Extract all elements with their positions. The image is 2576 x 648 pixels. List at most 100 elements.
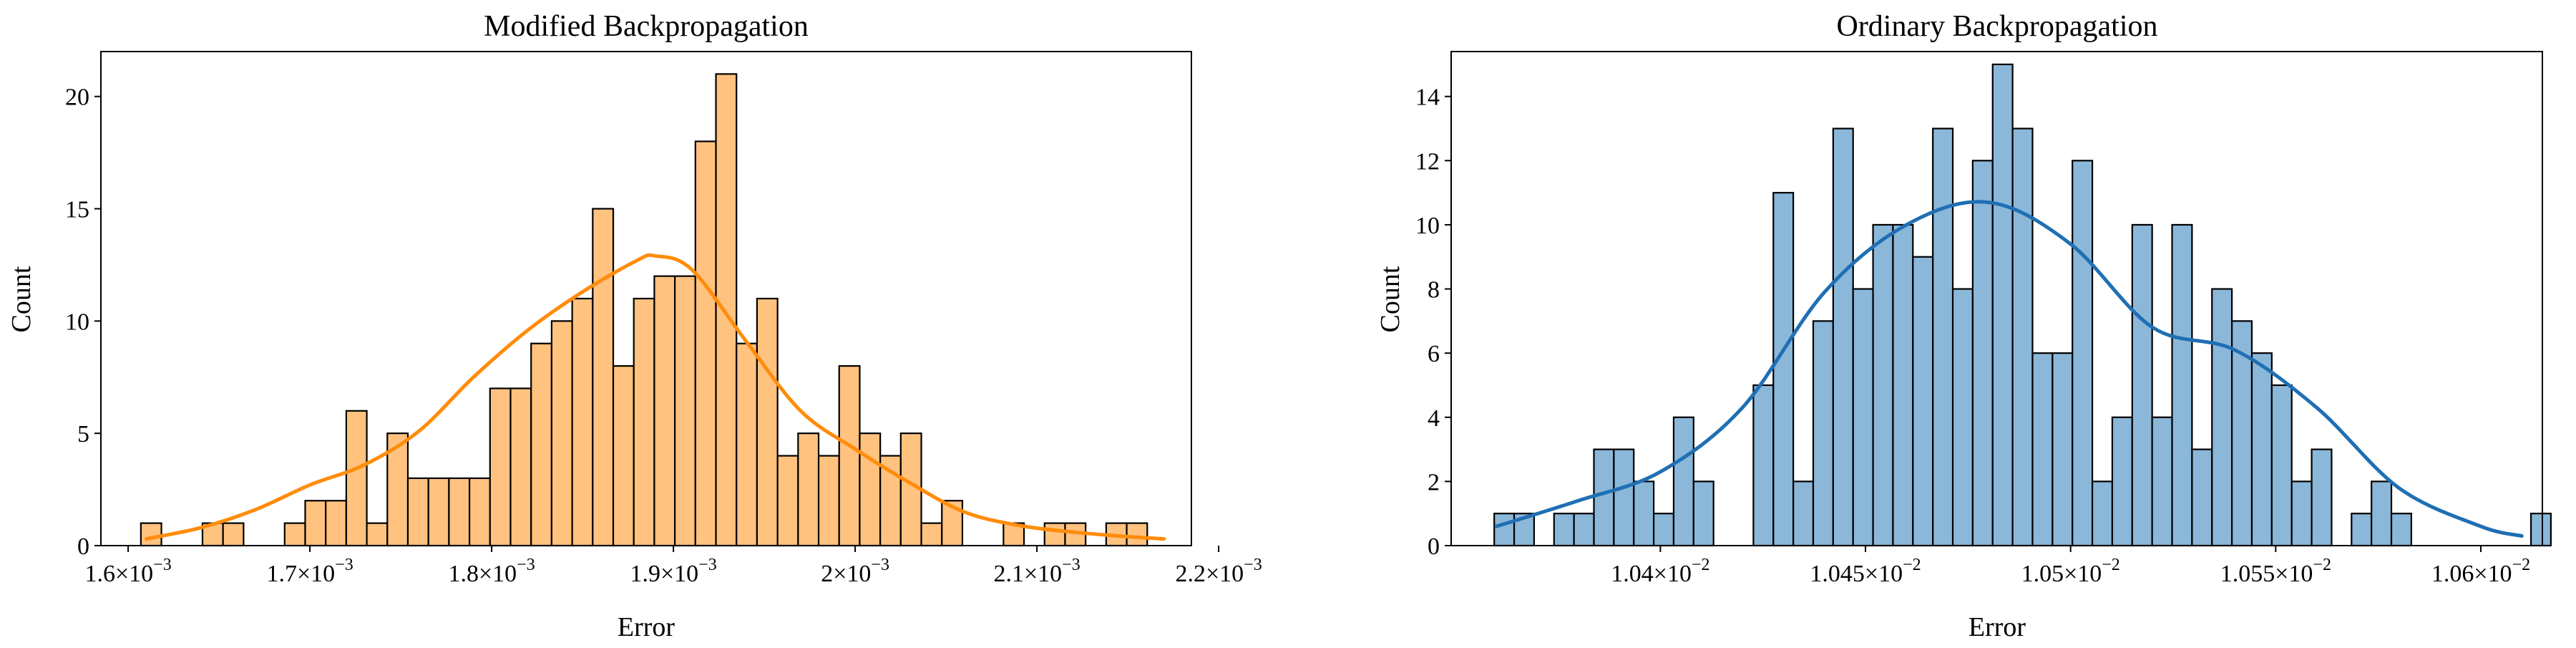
histogram-bar	[2171, 223, 2193, 547]
y-tick-label: 2	[1428, 469, 1440, 495]
histogram-bar	[1852, 288, 1874, 547]
histogram-bar	[1553, 513, 1575, 547]
histogram-bar	[1912, 256, 1934, 547]
plot-frame	[100, 51, 1192, 546]
histogram-bar	[1832, 127, 1854, 547]
histogram-bar	[2091, 480, 2114, 547]
histogram-bar	[2131, 223, 2153, 547]
y-tick-label: 20	[65, 84, 89, 111]
histogram-bar	[2191, 448, 2213, 547]
histogram-bar	[1573, 513, 1595, 547]
x-tick-label: 1.04×10−2	[1611, 556, 1709, 587]
histogram-bar	[2311, 448, 2333, 547]
histogram-bar	[1672, 416, 1694, 547]
y-tick-label: 15	[65, 197, 89, 223]
histogram-bar	[736, 342, 758, 547]
histogram-bar	[1613, 448, 1635, 547]
x-tick-label: 2.1×10−3	[993, 556, 1080, 587]
histogram-bar	[1792, 480, 1815, 547]
histogram-bar	[489, 387, 512, 547]
histogram-bar	[222, 522, 245, 547]
histogram-bar	[427, 477, 450, 547]
histogram-bar	[1653, 513, 1675, 547]
histogram-bar	[715, 73, 738, 547]
histogram-bar	[674, 275, 696, 547]
histogram-bar	[817, 455, 840, 547]
panel-ordinary-backprop: Ordinary Backpropagation Error Count 0 2 4…	[1375, 10, 2552, 642]
histogram-bar	[406, 477, 429, 547]
histogram-bar	[530, 342, 553, 547]
histogram-bar	[859, 432, 882, 547]
histogram-bar	[345, 410, 368, 547]
histogram-bar	[776, 455, 799, 547]
histogram-bar	[1951, 288, 1974, 547]
histogram-bar	[550, 320, 573, 547]
histogram-bar	[2270, 384, 2293, 547]
histogram-bar	[2390, 513, 2412, 547]
panel-modified-backprop: Modified Backpropagation Error Count 0 5 1…	[6, 10, 1262, 642]
histogram-bar	[920, 522, 943, 547]
y-tick-label: 6	[1428, 341, 1440, 367]
y-tick-label: 0	[1428, 533, 1440, 560]
histogram-bar	[1126, 522, 1148, 547]
x-tick-label: 2.2×10−3	[1175, 556, 1262, 587]
histogram-bar	[2072, 160, 2094, 547]
histogram-bar	[2371, 480, 2393, 547]
histogram-bar	[2111, 416, 2133, 547]
histogram-bar	[1932, 127, 1954, 547]
x-tick-label: 1.045×10−2	[1810, 556, 1921, 587]
histogram-bar	[633, 297, 655, 547]
y-tick-label: 12	[1415, 148, 1440, 175]
histogram-bar	[140, 522, 162, 547]
y-axis-label: Count	[1375, 266, 1405, 332]
x-tick-label: 1.055×10−2	[2220, 556, 2331, 587]
histogram-bar	[366, 522, 389, 547]
histogram-bar	[304, 500, 327, 547]
histogram-bar	[283, 522, 306, 547]
histogram-bars	[1493, 63, 2552, 547]
x-tick-label: 2×10−3	[821, 556, 889, 587]
y-tick-label: 0	[77, 533, 89, 560]
chart-title: Ordinary Backpropagation	[1836, 10, 2157, 43]
y-tick-label: 14	[1415, 84, 1440, 111]
y-tick-label: 10	[65, 309, 89, 335]
histogram-bar	[1752, 384, 1775, 547]
histogram-bar	[2529, 513, 2552, 547]
histogram-bar	[571, 297, 594, 547]
kde-line	[1494, 200, 2524, 538]
histogram-bar	[1971, 160, 1994, 547]
histogram-bar	[2031, 352, 2054, 547]
histogram-bar	[1692, 480, 1714, 547]
histogram-bar	[2051, 352, 2074, 547]
kde-line	[145, 253, 1166, 541]
histogram-bar	[1872, 223, 1894, 547]
x-tick-label: 1.8×10−3	[448, 556, 535, 587]
histogram-bar	[509, 387, 532, 547]
histogram-bar	[2011, 127, 2034, 547]
histogram-bar	[694, 140, 717, 547]
y-axis-label: Count	[6, 266, 36, 332]
histogram-bar	[612, 364, 635, 547]
histogram-bar	[879, 455, 902, 547]
histogram-bar	[756, 297, 779, 547]
histogram-bar	[1812, 320, 1834, 547]
histogram-bar	[2151, 416, 2173, 547]
plot-frame	[1450, 51, 2543, 546]
chart-title: Modified Backpropagation	[484, 10, 809, 43]
x-tick-label: 1.9×10−3	[630, 556, 716, 587]
histogram-bar	[1593, 448, 1615, 547]
y-tick-label: 4	[1428, 405, 1440, 432]
histogram-bar	[2351, 513, 2373, 547]
x-axis-label: Error	[618, 612, 675, 642]
histogram-bar	[469, 477, 491, 547]
histogram-bar	[2250, 352, 2273, 547]
histogram-bar	[1043, 522, 1066, 547]
histogram-bar	[797, 432, 820, 547]
histogram-bar	[2290, 480, 2313, 547]
y-tick-label: 5	[77, 421, 89, 448]
y-tick-label: 10	[1415, 213, 1440, 239]
x-axis-label: Error	[1968, 612, 2026, 642]
histogram-bar	[2211, 288, 2233, 547]
histogram-bar	[1772, 192, 1795, 547]
